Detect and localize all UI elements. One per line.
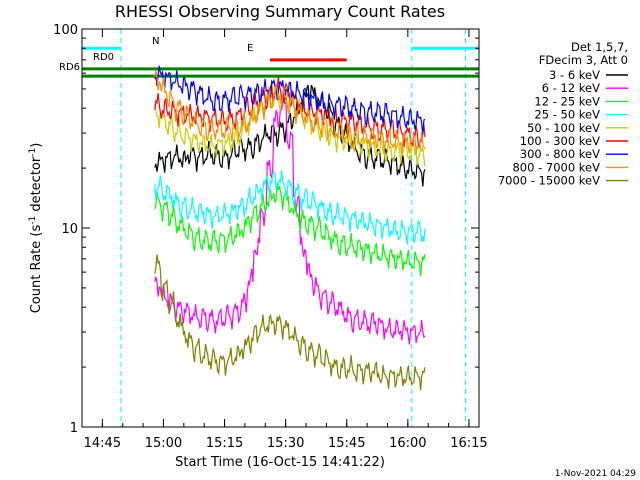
series-line-7000-15000-kev — [154, 254, 426, 391]
y-tick-label: 1 — [70, 421, 78, 436]
series-layer — [154, 65, 426, 391]
x-tick-label: 16:15 — [450, 436, 487, 451]
n-tag: N — [152, 36, 159, 47]
legend-header-line2: FDecim 3, Att 0 — [539, 53, 628, 67]
legend-label-50-100-kev: 50 - 100 keV — [527, 121, 600, 135]
x-tick-label: 15:30 — [267, 436, 304, 451]
tick-layer: 14:45 15:00 15:15 15:30 15:45 16:00 16:15 1 10 10… — [53, 23, 488, 451]
rd6-tag: RD6 — [59, 62, 80, 73]
e-tag: E — [247, 43, 253, 54]
x-tick-label: 15:15 — [206, 436, 243, 451]
legend-label-6-12-kev: 6 - 12 keV — [542, 81, 600, 95]
legend-label-100-300-kev: 100 - 300 keV — [520, 134, 600, 148]
rd0-tag: RD0 — [93, 52, 114, 63]
x-tick-label: 14:45 — [84, 436, 121, 451]
series-line-6-12-kev — [154, 92, 426, 345]
x-axis-label: Start Time (16-Oct-15 14:41:22) — [175, 455, 385, 470]
footer-timestamp: 1-Nov-2021 04:29 — [555, 469, 637, 479]
legend-label-12-25-kev: 12 - 25 keV — [534, 94, 600, 108]
legend-label-800-7000-kev: 800 - 7000 keV — [512, 160, 600, 174]
legend-header-line1: Det 1,5,7, — [571, 40, 628, 54]
x-tick-label: 16:00 — [389, 436, 426, 451]
chart-title: RHESSI Observing Summary Count Rates — [115, 2, 445, 21]
series-line-800-7000-kev — [154, 70, 426, 154]
series-line-300-800-kev — [154, 65, 426, 135]
legend-label-300-800-kev: 300 - 800 keV — [520, 147, 600, 161]
series-line-25-50-kev — [154, 170, 426, 245]
x-tick-label: 15:45 — [328, 436, 365, 451]
legend-label-25-50-kev: 25 - 50 keV — [534, 108, 600, 122]
legend-label-3-6-kev: 3 - 6 keV — [549, 68, 600, 82]
y-tick-label: 10 — [61, 222, 78, 237]
y-tick-label: 100 — [53, 23, 78, 38]
series-line-12-25-kev — [154, 184, 426, 276]
x-tick-label: 15:00 — [145, 436, 182, 451]
y-axis-label: Count Rate (s-1 detector-1) — [28, 143, 44, 314]
flag-layer — [81, 29, 479, 427]
legend-label-7000-15000-kev: 7000 - 15000 keV — [498, 174, 600, 188]
